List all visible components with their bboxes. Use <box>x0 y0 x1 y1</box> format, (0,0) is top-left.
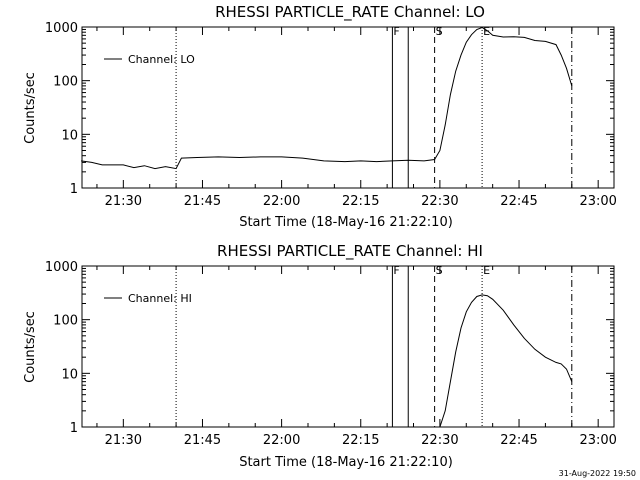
axes-lo: 21:30 21:45 22:00 22:15 22:30 22:45 23:00 1 10 10… <box>45 21 617 209</box>
x-tick-label-hi: 22:30 <box>421 433 458 448</box>
y-tick-label-lo: 10 <box>61 128 78 143</box>
x-tick-label-hi: 23:00 <box>579 433 616 448</box>
chart-title-lo: RHESSI PARTICLE_RATE Channel: LO <box>215 3 485 22</box>
legend-entry-lo: Channel: LO <box>128 53 195 66</box>
y-tick-label-hi: 1000 <box>45 260 78 275</box>
x-tick-label-hi: 22:45 <box>500 433 537 448</box>
y-axis-label-hi: Counts/sec <box>23 311 38 383</box>
event-marker-label-lo: E <box>483 25 490 38</box>
x-tick-label-lo: 23:00 <box>579 194 616 209</box>
x-tick-label-lo: 21:45 <box>184 194 221 209</box>
y-tick-label-hi: 100 <box>53 314 78 329</box>
axes-hi: 21:30 21:45 22:00 22:15 22:30 22:45 23:00 1 10 10… <box>45 260 617 448</box>
event-marker-label-hi: E <box>483 264 490 277</box>
legend-entry-hi: Channel: HI <box>128 292 192 305</box>
x-tick-label-lo: 22:45 <box>500 194 537 209</box>
chart-title-hi: RHESSI PARTICLE_RATE Channel: HI <box>217 242 483 261</box>
x-tick-label-hi: 22:00 <box>263 433 300 448</box>
footer-timestamp: 31-Aug-2022 19:50 <box>559 469 636 478</box>
y-tick-label-hi: 10 <box>61 367 78 382</box>
x-tick-label-lo: 22:00 <box>263 194 300 209</box>
x-axis-label-hi: Start Time (18-May-16 21:22:10) <box>239 455 453 470</box>
plot-frame-lo <box>81 26 615 189</box>
plot-frame-hi <box>81 265 615 428</box>
x-tick-label-lo: 21:30 <box>105 194 142 209</box>
event-marker-label-hi: F <box>393 264 399 277</box>
panel-lo: RHESSI PARTICLE_RATE Channel: LO Counts/… <box>23 3 617 230</box>
x-tick-label-hi: 22:15 <box>342 433 379 448</box>
x-axis-label-lo: Start Time (18-May-16 21:22:10) <box>239 215 453 230</box>
event-marker-label-lo: F <box>393 25 399 38</box>
event-marker-label-lo: S <box>436 25 443 38</box>
x-tick-label-hi: 21:30 <box>105 433 142 448</box>
y-tick-label-lo: 1 <box>70 182 78 197</box>
y-tick-label-hi: 1 <box>70 421 78 436</box>
y-axis-label-lo: Counts/sec <box>23 72 38 144</box>
y-tick-label-lo: 1000 <box>45 21 78 36</box>
event-marker-label-hi: S <box>436 264 443 277</box>
panel-hi: RHESSI PARTICLE_RATE Channel: HI Counts/… <box>23 242 617 470</box>
series-line-lo <box>81 26 573 170</box>
x-tick-label-hi: 21:45 <box>184 433 221 448</box>
x-tick-label-lo: 22:15 <box>342 194 379 209</box>
x-tick-label-lo: 22:30 <box>421 194 458 209</box>
y-tick-label-lo: 100 <box>53 75 78 90</box>
series-line-hi <box>439 294 573 428</box>
